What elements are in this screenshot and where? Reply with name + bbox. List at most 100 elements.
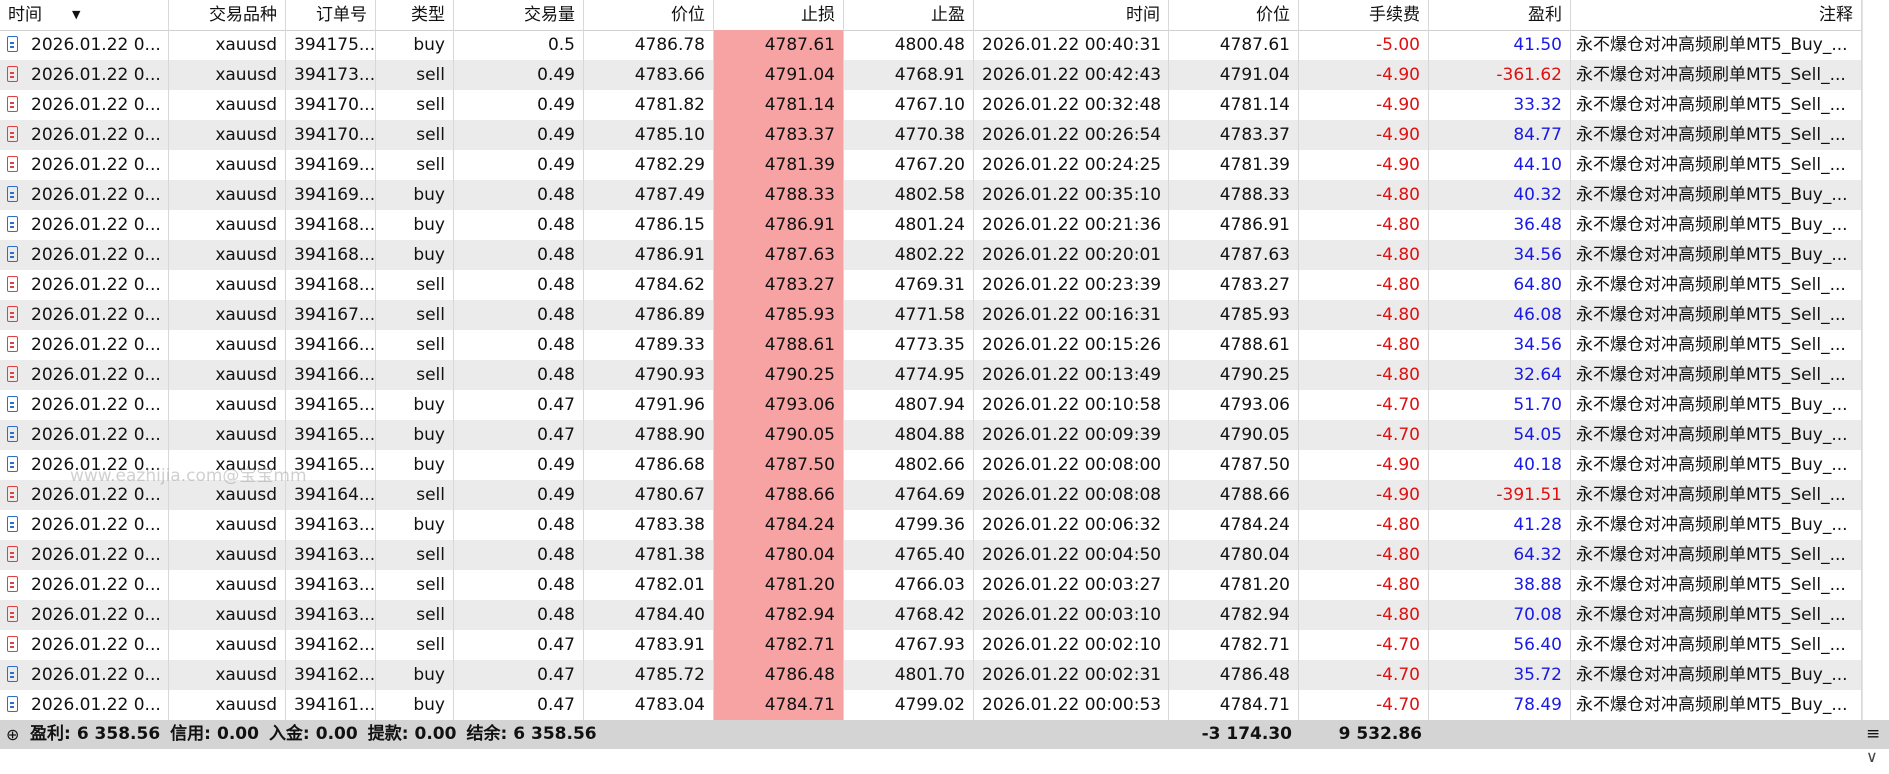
order-icon xyxy=(7,426,18,442)
cell: 394166... xyxy=(286,360,376,390)
trade-row[interactable]: 2026.01.22 0... xauusd 394168... buy 0.48 478… xyxy=(0,240,1862,270)
cell: 4802.66 xyxy=(844,450,974,480)
cell: 4781.14 xyxy=(1169,90,1299,120)
cell: 4764.69 xyxy=(844,480,974,510)
cell: 4800.48 xyxy=(844,30,974,60)
column-header[interactable]: 时间 xyxy=(0,0,169,30)
cell: 4768.91 xyxy=(844,60,974,90)
cell: 2026.01.22 0... xyxy=(0,600,169,630)
cell: 4783.04 xyxy=(584,690,714,720)
trade-row[interactable]: 2026.01.22 0... xauusd 394163... buy 0.48 478… xyxy=(0,510,1862,540)
cell: -4.70 xyxy=(1299,660,1429,690)
cell: 0.48 xyxy=(454,210,584,240)
sort-arrow[interactable]: ▼ xyxy=(72,8,81,21)
cell: 永不爆仓对冲高频刷单MT5_Buy_... xyxy=(1571,390,1862,420)
cell: 0.48 xyxy=(454,600,584,630)
cell: 4790.05 xyxy=(1169,420,1299,450)
trade-row[interactable]: 2026.01.22 0... xauusd 394161... buy 0.47 478… xyxy=(0,690,1862,720)
cell: 4784.24 xyxy=(1169,510,1299,540)
cell: 2026.01.22 00:23:39 xyxy=(974,270,1169,300)
trade-row[interactable]: 2026.01.22 0... xauusd 394166... sell 0.48 47… xyxy=(0,360,1862,390)
cell: 2026.01.22 0... xyxy=(0,330,169,360)
cell: -4.70 xyxy=(1299,630,1429,660)
cell: 4781.39 xyxy=(714,150,844,180)
trade-row[interactable]: 2026.01.22 0... xauusd 394170... sell 0.49 47… xyxy=(0,90,1862,120)
cell: -4.80 xyxy=(1299,270,1429,300)
cell: 394165... xyxy=(286,420,376,450)
trade-row[interactable]: 2026.01.22 0... xauusd 394162... buy 0.47 478… xyxy=(0,660,1862,690)
trade-row[interactable]: 2026.01.22 0... xauusd 394163... sell 0.48 47… xyxy=(0,600,1862,630)
cell: xauusd xyxy=(169,60,286,90)
trade-row[interactable]: 2026.01.22 0... xauusd 394168... sell 0.48 47… xyxy=(0,270,1862,300)
cell: 2026.01.22 0... xyxy=(0,150,169,180)
cell: 394163... xyxy=(286,540,376,570)
trade-row[interactable]: 2026.01.22 0... xauusd 394162... sell 0.47 47… xyxy=(0,630,1862,660)
cell: -4.70 xyxy=(1299,420,1429,450)
trade-row[interactable]: 2026.01.22 0... xauusd 394175... buy 0.5 4786… xyxy=(0,30,1862,60)
order-icon xyxy=(7,36,18,52)
cell: 4785.72 xyxy=(584,660,714,690)
trade-row[interactable]: 2026.01.22 0... xauusd 394169... buy 0.48 478… xyxy=(0,180,1862,210)
column-header[interactable]: 止盈 xyxy=(844,0,974,30)
cell: 4781.14 xyxy=(714,90,844,120)
cell: xauusd xyxy=(169,390,286,420)
trade-row[interactable]: 2026.01.22 0... xauusd 394170... sell 0.49 47… xyxy=(0,120,1862,150)
cell: 永不爆仓对冲高频刷单MT5_Buy_... xyxy=(1571,420,1862,450)
expand-icon[interactable]: ⊕ xyxy=(6,725,20,744)
column-header[interactable]: 止损 xyxy=(714,0,844,30)
column-header[interactable]: 手续费 xyxy=(1299,0,1429,30)
scroll-down-arrow[interactable]: ∨ xyxy=(1866,747,1878,766)
cell: 2026.01.22 00:15:26 xyxy=(974,330,1169,360)
column-header[interactable]: 交易品种 xyxy=(169,0,286,30)
summary-value: 0.00 xyxy=(315,724,358,744)
column-header[interactable]: 注释 xyxy=(1571,0,1862,30)
cell: 4786.48 xyxy=(1169,660,1299,690)
cell: 2026.01.22 00:02:10 xyxy=(974,630,1169,660)
trade-row[interactable]: 2026.01.22 0... xauusd 394165... buy 0.47 479… xyxy=(0,390,1862,420)
menu-icon[interactable]: ≡ xyxy=(1866,724,1881,744)
cell: 41.28 xyxy=(1429,510,1571,540)
cell: 78.49 xyxy=(1429,690,1571,720)
column-header[interactable]: 时间 xyxy=(974,0,1169,30)
column-header[interactable]: 盈利 xyxy=(1429,0,1571,30)
cell: 永不爆仓对冲高频刷单MT5_Sell_... xyxy=(1571,330,1862,360)
cell: 4781.38 xyxy=(584,540,714,570)
cell: buy xyxy=(376,240,454,270)
cell: 0.49 xyxy=(454,150,584,180)
trade-row[interactable]: 2026.01.22 0... xauusd 394167... sell 0.48 47… xyxy=(0,300,1862,330)
trade-row[interactable]: 2026.01.22 0... xauusd 394173... sell 0.49 47… xyxy=(0,60,1862,90)
cell: 56.40 xyxy=(1429,630,1571,660)
cell: sell xyxy=(376,360,454,390)
cell: xauusd xyxy=(169,180,286,210)
trade-row[interactable]: 2026.01.22 0... xauusd 394165... buy 0.47 478… xyxy=(0,420,1862,450)
column-header[interactable]: 订单号 xyxy=(286,0,376,30)
cell: xauusd xyxy=(169,330,286,360)
table-header: 时间 交易品种 订单号 类型 交易量 价位 止损 止盈 时间 价位 手续费 盈利 注释 ▼ xyxy=(0,0,1862,31)
trade-row[interactable]: 2026.01.22 0... xauusd 394163... sell 0.48 47… xyxy=(0,570,1862,600)
trade-row[interactable]: 2026.01.22 0... xauusd 394168... buy 0.48 478… xyxy=(0,210,1862,240)
column-header[interactable]: 价位 xyxy=(584,0,714,30)
cell: buy xyxy=(376,180,454,210)
cell: 0.48 xyxy=(454,330,584,360)
trade-row[interactable]: 2026.01.22 0... xauusd 394164... sell 0.49 47… xyxy=(0,480,1862,510)
trade-row[interactable]: 2026.01.22 0... xauusd 394169... sell 0.49 47… xyxy=(0,150,1862,180)
order-icon xyxy=(7,216,18,232)
column-header[interactable]: 类型 xyxy=(376,0,454,30)
trade-row[interactable]: 2026.01.22 0... xauusd 394166... sell 0.48 47… xyxy=(0,330,1862,360)
trade-row[interactable]: 2026.01.22 0... xauusd 394163... sell 0.48 47… xyxy=(0,540,1862,570)
order-icon xyxy=(7,696,18,712)
scrollbar[interactable] xyxy=(1862,0,1889,720)
cell: 394163... xyxy=(286,600,376,630)
column-header[interactable]: 交易量 xyxy=(454,0,584,30)
trade-row[interactable]: 2026.01.22 0... xauusd 394165... buy 0.49 478… xyxy=(0,450,1862,480)
summary-label: 结余: xyxy=(466,724,508,744)
cell: 0.49 xyxy=(454,90,584,120)
cell: 4783.91 xyxy=(584,630,714,660)
cell: 394167... xyxy=(286,300,376,330)
cell: 4784.40 xyxy=(584,600,714,630)
summary-label: 提款: xyxy=(367,724,409,744)
cell: 0.48 xyxy=(454,510,584,540)
cell: 永不爆仓对冲高频刷单MT5_Buy_... xyxy=(1571,450,1862,480)
column-header[interactable]: 价位 xyxy=(1169,0,1299,30)
cell: 0.48 xyxy=(454,570,584,600)
